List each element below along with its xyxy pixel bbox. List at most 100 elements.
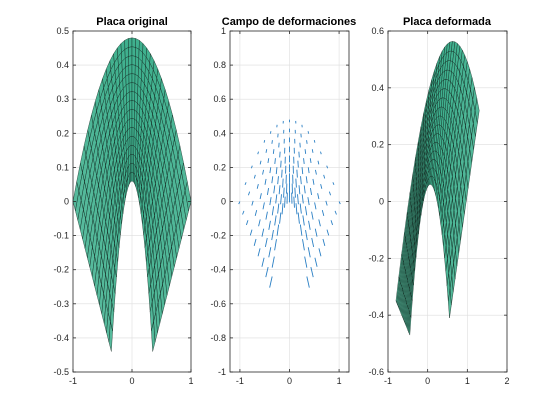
quiver-arrow [257, 151, 259, 155]
y-tick-label: 0.4 [371, 83, 384, 93]
quiver-arrow [272, 149, 275, 154]
quiver-arrow [275, 194, 278, 204]
x-tick-label: 1 [188, 376, 193, 386]
y-tick-label: -0.6 [368, 367, 384, 377]
quiver-arrow [238, 201, 241, 205]
quiver-arrow [320, 183, 323, 189]
y-tick-label: -0.2 [210, 231, 226, 241]
quiver-arrow [314, 257, 318, 267]
y-tick-label: 0.6 [213, 94, 226, 104]
y-tick-label: -0.2 [53, 265, 69, 275]
quiver-arrow [304, 206, 308, 216]
x-tick-label: 1 [337, 376, 342, 386]
surface-cell [131, 109, 135, 120]
y-tick-label: -0.3 [53, 299, 69, 309]
quiver-arrow [284, 196, 286, 208]
surface-cell [129, 136, 133, 147]
quiver-arrow [271, 140, 273, 144]
quiver-arrow [251, 200, 254, 206]
quiver-arrow [261, 228, 265, 237]
quiver-arrow [249, 229, 253, 236]
quiver-arrow [332, 182, 335, 186]
quiver-arrow [264, 237, 268, 248]
quiver-arrow [266, 188, 270, 195]
quiver-arrow [326, 165, 329, 169]
quiver-arrow [277, 203, 280, 214]
x-tick-label: 0 [287, 376, 292, 386]
quiver-arrow [301, 167, 304, 175]
surface-cell [131, 37, 136, 48]
quiver-arrow [258, 219, 261, 227]
quiver-arrow [250, 165, 253, 169]
quiver-arrow [314, 228, 318, 237]
ticks-1: -1 0 1 -0.5 -0.4 -0.3 -0.2 -0.1 0 0.1 0.2 0.3 0.4 0.5 [53, 26, 193, 386]
quiver-arrow [323, 174, 326, 179]
x-tick-label: 0 [425, 376, 430, 386]
quiver-arrow [309, 158, 312, 163]
surface-cell [131, 82, 136, 93]
surface-cell [151, 321, 156, 352]
quiver-arrow [259, 160, 262, 165]
plot-2 [238, 119, 341, 288]
quiver-arrow [313, 140, 316, 143]
quiver-arrow [247, 191, 251, 196]
quiver-arrow [311, 237, 315, 248]
quiver-arrow [294, 187, 296, 198]
y-tick-label: -1 [218, 367, 226, 377]
quiver-arrow [293, 196, 295, 208]
quiver-arrow [271, 176, 274, 184]
quiver-arrow [295, 203, 298, 215]
quiver-arrow [253, 238, 257, 246]
quiver-arrow [328, 191, 332, 196]
quiver-arrow [254, 210, 258, 217]
quiver-arrow [274, 215, 277, 226]
surface-cell [130, 171, 133, 182]
quiver-arrow [297, 212, 300, 224]
quiver-arrow [261, 257, 265, 267]
x-tick-label: 1 [465, 376, 470, 386]
quiver-arrow [271, 229, 274, 241]
quiver-arrow [264, 178, 267, 185]
surface-cell [131, 136, 135, 147]
y-tick-label: 0.4 [56, 60, 69, 70]
y-tick-label: 0.2 [213, 162, 226, 172]
quiver-arrow [311, 149, 314, 153]
quiver-arrow [311, 211, 314, 220]
quiver-arrow [309, 188, 313, 195]
plot-3 [395, 41, 480, 336]
quiver-arrow [245, 220, 249, 226]
quiver-arrow [321, 210, 325, 217]
surface-cell [130, 162, 133, 174]
quiver-arrow [265, 211, 268, 220]
quiver-arrow [303, 185, 306, 194]
quiver-arrow [306, 276, 310, 288]
quiver-arrow [301, 194, 304, 204]
surface-cell [129, 127, 133, 138]
quiver-arrow [259, 193, 262, 200]
quiver-arrow [304, 256, 308, 268]
quiver-arrow [322, 238, 326, 246]
surface-cell [131, 127, 135, 138]
quiver-arrow [281, 169, 283, 178]
panel-placa-deformada: -1 0 1 2 -0.6 -0.4 -0.2 0 0.2 0.4 0.6 Placa deform… [368, 16, 509, 386]
surface-cell [448, 288, 452, 319]
quiver-arrow [283, 187, 285, 198]
quiver-arrow [271, 206, 275, 216]
y-tick-label: -0.1 [53, 231, 69, 241]
quiver-arrow [302, 239, 305, 251]
surface-cell [128, 37, 133, 48]
chart-title-3: Placa deformada [403, 16, 492, 28]
quiver-arrow [269, 167, 272, 174]
quiver-arrow [278, 185, 281, 195]
quiver-arrow [274, 239, 277, 251]
quiver-arrow [257, 248, 261, 257]
quiver-arrow [279, 212, 282, 224]
quiver-arrow [307, 167, 310, 174]
y-tick-label: 0 [379, 197, 384, 207]
quiver-arrow [298, 185, 301, 195]
quiver-arrow [262, 169, 264, 175]
y-tick-label: 0.3 [56, 94, 69, 104]
y-tick-label: 0.5 [56, 26, 69, 36]
y-tick-label: -0.4 [210, 265, 226, 275]
quiver-arrow [314, 202, 317, 210]
